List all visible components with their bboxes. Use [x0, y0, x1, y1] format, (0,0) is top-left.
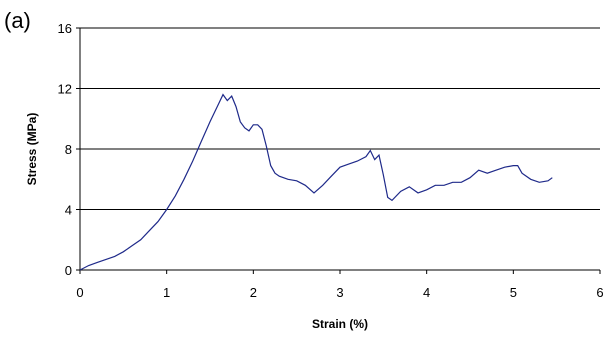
y-tick-label: 4 [65, 203, 72, 218]
y-tick-labels: 0 4 8 12 16 [58, 21, 80, 278]
x-tick-label: 5 [510, 285, 517, 300]
y-tick-label: 12 [58, 82, 72, 97]
x-tick-label: 0 [76, 285, 83, 300]
x-tick-label: 3 [336, 285, 343, 300]
x-tick-label: 2 [250, 285, 257, 300]
y-tick-label: 0 [65, 263, 72, 278]
x-tick-label: 4 [423, 285, 430, 300]
x-axis-title: Strain (%) [312, 317, 368, 331]
x-tick-labels: 0 1 2 3 4 5 6 [76, 270, 604, 300]
y-tick-label: 16 [58, 21, 72, 36]
x-tick-label: 1 [163, 285, 170, 300]
panel-label: (a) [4, 8, 31, 33]
x-tick-label: 6 [596, 285, 603, 300]
gridlines [80, 27, 600, 210]
y-tick-label: 8 [65, 142, 72, 157]
y-axis-title: Stress (MPa) [25, 113, 39, 186]
stress-strain-line [79, 93, 553, 271]
